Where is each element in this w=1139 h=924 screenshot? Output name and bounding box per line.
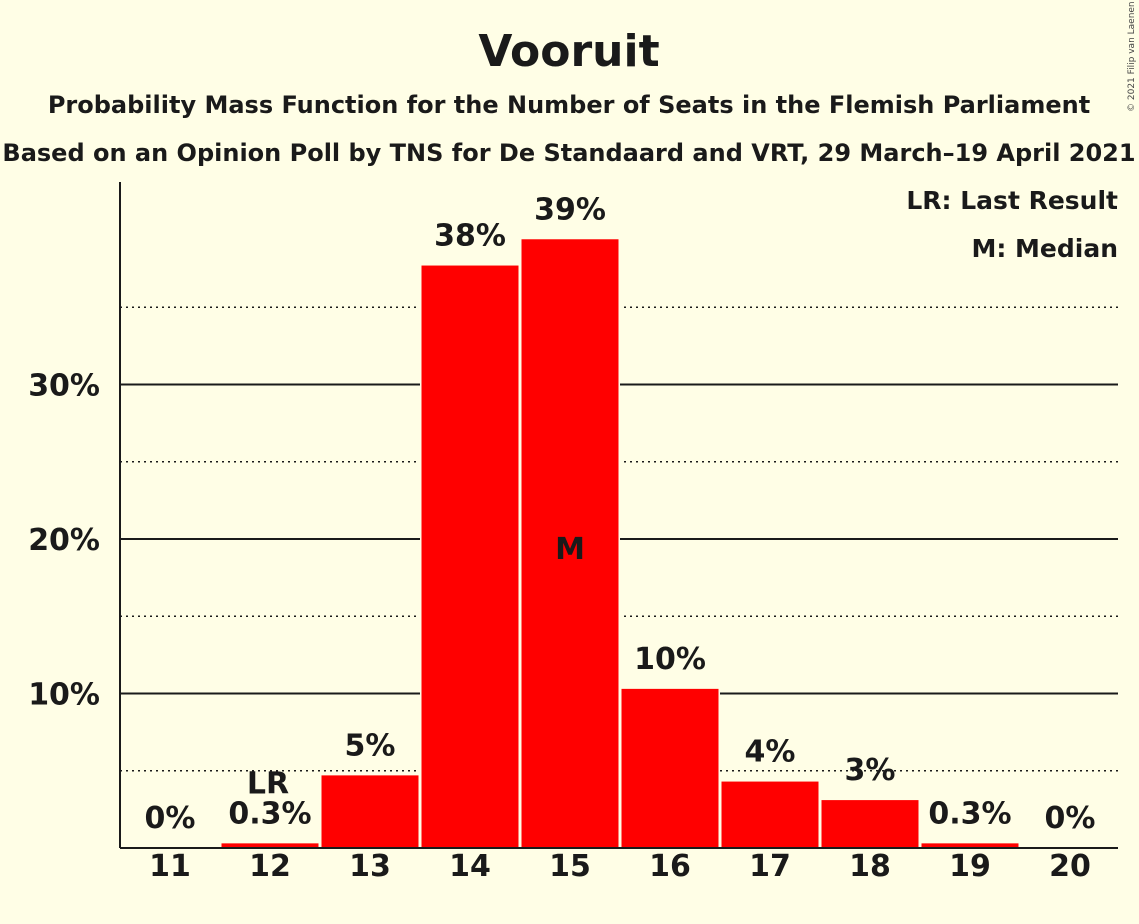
last-result-marker: LR xyxy=(247,766,289,801)
bar xyxy=(321,775,419,848)
data-label: 38% xyxy=(434,219,506,254)
copyright-text: © 2021 Filip van Laenen xyxy=(1127,1,1137,112)
bar xyxy=(421,265,519,848)
data-label: 39% xyxy=(534,192,606,227)
labels-layer: 0% 0.3%LR5%38%39%M10%4%3%0.3% 0% xyxy=(145,192,1096,836)
y-tick-label: 20% xyxy=(28,523,100,558)
x-tick-label: 13 xyxy=(349,849,391,884)
data-label: 0.3% xyxy=(228,796,311,831)
chart-subtitle-1: Probability Mass Function for the Number… xyxy=(48,91,1090,119)
legend-last-result: LR: Last Result xyxy=(906,186,1118,215)
y-tick-label: 30% xyxy=(28,369,100,404)
data-label: 0% xyxy=(145,801,196,836)
data-label: 3% xyxy=(845,753,896,788)
data-label: 4% xyxy=(745,735,796,770)
x-tick-label: 20 xyxy=(1049,849,1091,884)
chart-subtitle-2: Based on an Opinion Poll by TNS for De S… xyxy=(2,139,1135,167)
x-tick-label: 11 xyxy=(149,849,191,884)
data-label: 0.3% xyxy=(928,796,1011,831)
bar xyxy=(921,843,1019,848)
bar xyxy=(621,688,719,848)
median-marker: M xyxy=(555,532,585,567)
axis-layer: 10% 20% 30% 11 12 13 14 15 16 17 18 19 20 xyxy=(28,182,1118,884)
legend-median: M: Median xyxy=(971,234,1118,263)
chart-title: Vooruit xyxy=(478,26,659,77)
x-tick-label: 18 xyxy=(849,849,891,884)
x-tick-label: 17 xyxy=(749,849,791,884)
bar xyxy=(521,239,619,848)
data-label: 10% xyxy=(634,642,706,677)
bars-layer xyxy=(220,237,1020,848)
x-tick-label: 19 xyxy=(949,849,991,884)
bar xyxy=(821,800,919,848)
data-label: 0% xyxy=(1045,801,1096,836)
data-label: 5% xyxy=(345,728,396,763)
y-tick-label: 10% xyxy=(28,678,100,713)
x-tick-label: 14 xyxy=(449,849,491,884)
bar xyxy=(221,843,319,848)
x-tick-label: 16 xyxy=(649,849,691,884)
x-tick-label: 15 xyxy=(549,849,591,884)
bar xyxy=(721,781,819,848)
x-tick-label: 12 xyxy=(249,849,291,884)
